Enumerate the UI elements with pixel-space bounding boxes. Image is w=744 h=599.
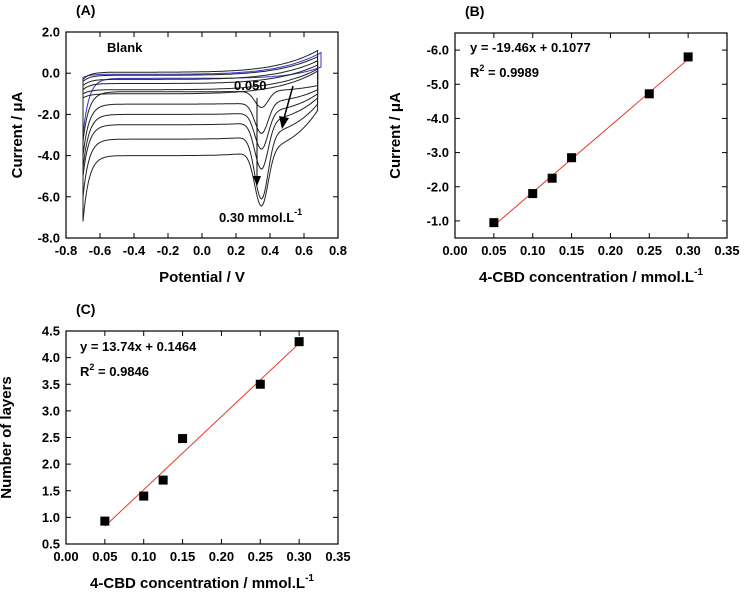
panel-c: 0.00 0.05 0.10 0.15 0.20 0.25 0.30 0.35 0.5 1.0 1.… [0,301,351,592]
arrow-line [283,85,294,119]
x-tick-label: -0.8 [55,243,77,258]
data-point [528,189,538,199]
x-tick-label: 0.20 [598,243,623,258]
x-tick-label: 0.10 [520,243,545,258]
plot-frame [65,330,339,545]
x-tick-label: 0.6 [295,243,313,258]
cv-curve [82,49,319,142]
y-tick-label: -2.0 [38,107,60,122]
x-tick-label: 0.0 [193,243,211,258]
y-tick-label: 0.0 [42,66,60,81]
x-tick-label: 0.2 [227,243,245,258]
x-tick-label: 0.8 [329,243,347,258]
y-tick-label: -6.0 [38,189,60,204]
fit-line [104,342,300,527]
panel-label: (C) [76,301,95,317]
cv-curve [82,60,319,169]
y-tick-label: -6.0 [427,43,449,58]
x-tick-label: 0.00 [53,549,78,564]
x-axis-label: 4-CBD concentration / mmol.L-1 [90,573,314,592]
arrow-head [279,116,289,129]
blank-label: Blank [107,40,143,55]
y-tick-label: -8.0 [38,231,60,246]
y-axis-label: Number of layers [0,376,15,499]
data-point [683,52,693,62]
data-point [567,153,577,163]
x-axis-label: 4-CBD concentration / mmol.L-1 [479,267,703,286]
y-tick-label: 2.0 [42,25,60,40]
arrow-head [253,176,261,186]
x-tick-label: 0.35 [714,243,739,258]
x-tick-label: 0.20 [209,549,234,564]
cv-curve [82,64,319,177]
data-point [547,173,557,183]
data-point [294,337,304,347]
y-tick-label: 3.0 [42,403,60,418]
x-tick-label: 0.35 [325,549,350,564]
x-tick-label: 0.4 [261,243,280,258]
panel-a: -0.8 -0.6 -0.4 -0.2 0.0 0.2 0.4 0.6 0.8 -8.0 -6.0 -… [9,2,347,286]
r-squared: R2 = 0.9989 [470,63,539,80]
y-tick-label: 0.5 [42,537,60,552]
x-tick-label: 0.25 [248,549,273,564]
x-tick-label: 0.15 [559,243,584,258]
x-tick-label: 0.15 [170,549,195,564]
fit-line [493,58,689,226]
y-tick-label: -5.0 [427,77,449,92]
y-axis-label: Current / μA [387,92,404,179]
y-tick-label: -2.0 [427,179,449,194]
y-tick-label: -4.0 [38,148,60,163]
x-tick-label: 0.30 [675,243,700,258]
x-tick-label: -0.6 [89,243,111,258]
panel-label: (B) [465,3,484,19]
y-tick-label: -1.0 [427,213,449,228]
data-point [158,475,168,485]
cv-curve [82,70,319,222]
x-tick-label: 0.25 [637,243,662,258]
y-tick-label: 1.5 [42,483,60,498]
y-tick-label: 1.0 [42,510,60,525]
r-squared: R2 = 0.9846 [80,362,149,379]
y-tick-label: -3.0 [427,145,449,160]
data-point [100,516,110,526]
y-tick-label: -4.0 [427,111,449,126]
cv-curve [82,68,319,200]
plot-frame [454,32,728,239]
data-point [255,379,265,389]
y-tick-label: 2.0 [42,457,60,472]
y-tick-label: 4.5 [42,324,60,339]
panel-label: (A) [76,2,95,18]
x-tick-label: 0.00 [442,243,467,258]
cv-curve [82,51,322,136]
data-point [178,434,188,444]
y-tick-label: 2.5 [42,430,60,445]
x-tick-label: 0.10 [131,549,156,564]
fit-equation: y = -19.46x + 0.1077 [470,40,591,55]
x-tick-label: 0.05 [92,549,117,564]
fit-equation: y = 13.74x + 0.1464 [80,339,197,354]
x-tick-label: -0.4 [123,243,146,258]
y-axis-label: Current / μA [9,91,26,178]
x-tick-label: -0.2 [157,243,179,258]
x-tick-label: 0.30 [286,549,311,564]
data-point [644,89,654,99]
data-point [139,491,149,501]
x-axis-label: Potential / V [159,269,245,286]
y-tick-label: 3.5 [42,377,60,392]
high-conc-label: 0.30 mmol.L-1 [219,207,302,225]
low-conc-label: 0.050 [234,78,267,93]
panel-b: 0.00 0.05 0.10 0.15 0.20 0.25 0.30 0.35 -1.0 -2.0… [387,3,740,286]
x-tick-label: 0.05 [481,243,506,258]
data-point [489,218,499,228]
y-tick-label: 4.0 [42,350,60,365]
cv-curve [82,55,319,156]
